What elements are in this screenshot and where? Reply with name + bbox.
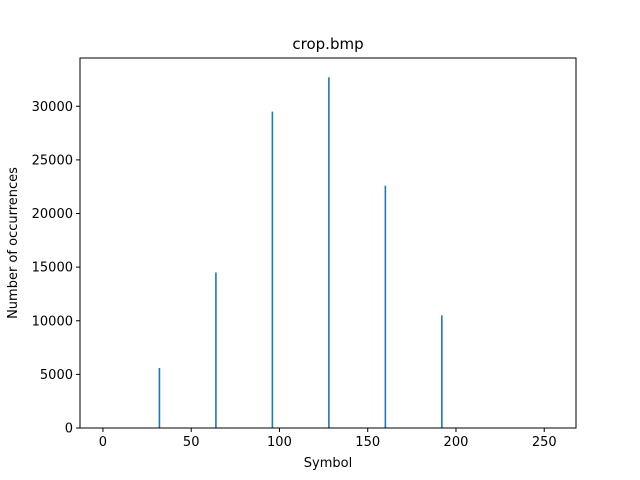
bar-symbol-96 <box>271 111 274 429</box>
x-axis-ticks: 0 50 100 150 200 250 <box>99 428 557 450</box>
plot-area-frame <box>79 57 577 429</box>
x-axis-label: Symbol <box>304 456 352 471</box>
y-tick-label: 10000 <box>32 314 73 329</box>
bar-symbol-160 <box>384 185 387 428</box>
bars-group <box>158 77 443 429</box>
x-tick-label: 250 <box>532 435 557 450</box>
bar-symbol-128 <box>328 77 330 429</box>
y-tick-label: 25000 <box>32 153 73 168</box>
x-tick-label: 200 <box>444 435 469 450</box>
bar-symbol-64 <box>215 272 217 428</box>
y-axis-ticks: 0 5000 10000 15000 20000 25000 30000 <box>32 100 80 437</box>
bar-symbol-192 <box>441 315 443 428</box>
y-axis-label: Number of occurrences <box>6 167 21 319</box>
chart-title: crop.bmp <box>292 35 363 53</box>
bar-symbol-32 <box>158 367 161 428</box>
x-tick-label: 150 <box>355 435 380 450</box>
y-tick-label: 5000 <box>40 368 73 383</box>
y-tick-label: 30000 <box>32 100 73 115</box>
y-tick-label: 15000 <box>32 261 73 276</box>
y-tick-label: 0 <box>65 422 73 437</box>
x-tick-label: 0 <box>99 435 107 450</box>
x-tick-label: 50 <box>183 435 200 450</box>
y-tick-label: 20000 <box>32 207 73 222</box>
x-tick-label: 100 <box>267 435 292 450</box>
